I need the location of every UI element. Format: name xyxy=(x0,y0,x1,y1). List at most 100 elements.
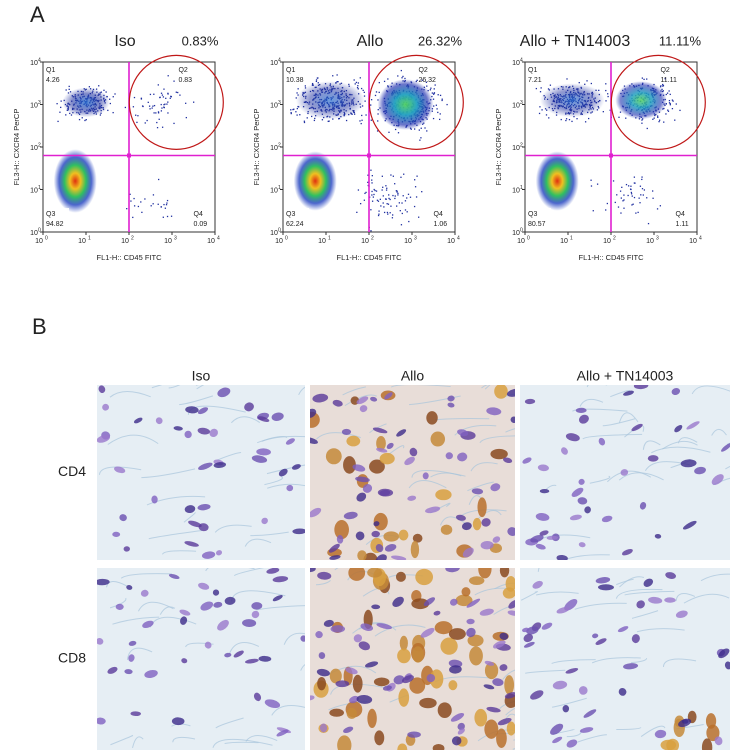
nucleus xyxy=(621,548,633,556)
plot-area xyxy=(290,69,448,232)
event-dot xyxy=(295,111,297,113)
tissue-fiber xyxy=(342,386,366,396)
nucleus xyxy=(724,661,730,670)
event-dot xyxy=(420,137,422,139)
nucleus xyxy=(457,429,469,437)
nucleus xyxy=(680,459,697,468)
nucleus xyxy=(407,495,417,501)
event-dot xyxy=(167,75,169,77)
event-dot xyxy=(414,186,417,188)
gate-circle xyxy=(368,54,464,150)
nucleus xyxy=(197,407,209,415)
tissue-fiber xyxy=(110,734,134,746)
nucleus xyxy=(310,695,315,701)
event-dot xyxy=(392,175,394,177)
y-tick-base: 10 xyxy=(270,145,278,152)
event-dot xyxy=(167,112,169,114)
event-dot xyxy=(402,75,404,78)
nucleus xyxy=(654,729,667,739)
event-dot xyxy=(659,86,662,88)
nucleus xyxy=(592,633,599,639)
y-tick-exponent: 4 xyxy=(520,57,523,63)
y-tick-base: 10 xyxy=(512,187,520,194)
event-dot xyxy=(370,119,372,121)
tissue-fiber xyxy=(109,390,151,398)
event-dot xyxy=(56,103,58,105)
nucleus xyxy=(343,726,354,734)
event-dot xyxy=(374,189,376,192)
stained-cell xyxy=(367,568,383,578)
event-dot xyxy=(400,224,403,226)
stained-cell xyxy=(419,697,437,709)
nucleus xyxy=(261,517,268,525)
event-dot xyxy=(394,128,397,131)
event-dot xyxy=(598,89,600,92)
nucleus xyxy=(571,487,584,497)
stained-cell xyxy=(706,724,720,742)
event-dot xyxy=(165,97,167,100)
event-dot xyxy=(538,112,541,115)
x-tick-exponent: 4 xyxy=(457,235,460,241)
nucleus xyxy=(631,423,643,432)
event-dot xyxy=(571,120,573,123)
stained-cell xyxy=(334,520,349,540)
tissue-fiber xyxy=(662,658,697,668)
event-dot xyxy=(401,202,403,204)
tissue-fiber xyxy=(602,418,636,427)
event-dot xyxy=(590,179,592,181)
event-dot xyxy=(170,215,173,217)
nucleus xyxy=(664,597,676,603)
event-dot xyxy=(357,88,359,90)
nucleus xyxy=(124,669,133,675)
event-dot xyxy=(140,201,142,203)
event-dot xyxy=(371,200,374,202)
nucleus xyxy=(128,654,135,662)
event-dot xyxy=(155,112,157,114)
event-dot xyxy=(112,96,114,98)
event-dot xyxy=(109,98,111,100)
nucleus xyxy=(370,396,378,402)
nucleus xyxy=(198,462,213,471)
event-dot xyxy=(602,111,604,113)
event-dot xyxy=(408,220,410,223)
tissue-fiber xyxy=(256,605,305,611)
y-tick-exponent: 3 xyxy=(38,100,41,106)
event-dot xyxy=(164,103,166,105)
x-tick-exponent: 0 xyxy=(527,235,530,241)
event-dot xyxy=(359,77,361,79)
x-tick-base: 10 xyxy=(447,238,455,245)
nucleus xyxy=(330,625,346,633)
event-dot xyxy=(590,185,593,187)
nucleus xyxy=(217,387,231,398)
event-dot xyxy=(137,115,139,117)
event-dot xyxy=(390,205,392,207)
event-dot xyxy=(671,107,674,110)
nucleus xyxy=(562,705,570,713)
nucleus xyxy=(451,736,462,746)
nucleus xyxy=(423,597,436,606)
tissue-fiber xyxy=(545,484,557,490)
event-dot xyxy=(160,110,163,112)
event-dot xyxy=(435,104,438,106)
tissue-fiber xyxy=(505,428,515,433)
stained-cell xyxy=(398,688,410,707)
event-dot xyxy=(160,92,163,94)
event-dot xyxy=(299,114,301,116)
event-dot xyxy=(311,115,313,118)
nucleus xyxy=(286,484,294,492)
event-dot xyxy=(431,92,433,94)
event-dot xyxy=(619,190,622,192)
nucleus xyxy=(271,412,284,421)
row-label: CD4 xyxy=(58,463,86,479)
event-dot xyxy=(133,205,136,207)
tissue-fiber xyxy=(624,590,675,596)
event-dot xyxy=(144,122,146,124)
nucleus xyxy=(530,534,544,543)
stained-cell xyxy=(346,707,357,719)
nucleus xyxy=(375,554,387,560)
nucleus xyxy=(373,521,380,527)
density-cluster xyxy=(535,151,579,211)
event-dot xyxy=(386,211,389,214)
nucleus xyxy=(639,501,647,510)
